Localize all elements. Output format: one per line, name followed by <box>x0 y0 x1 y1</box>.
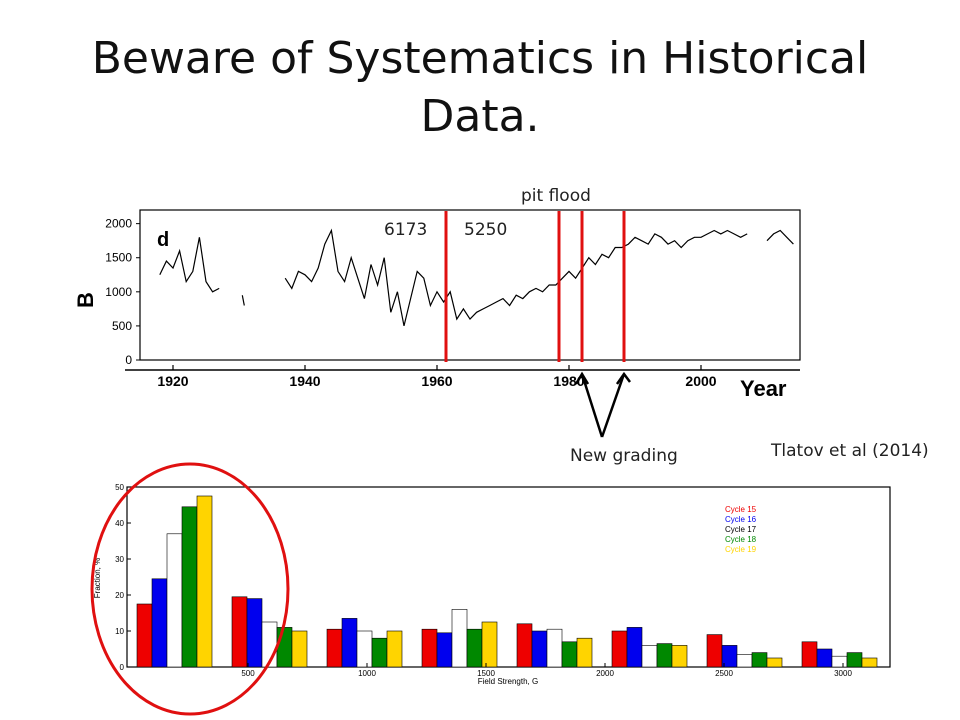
bar-cycle-18 <box>276 627 293 668</box>
bar-cycle-16 <box>341 618 358 668</box>
top-y-tick-label: 1000 <box>105 285 132 299</box>
bar-cycle-16 <box>816 648 833 668</box>
bar-cycle-19 <box>576 637 593 668</box>
bar-cycle-16 <box>436 632 453 668</box>
bottom-y-tick-label: 0 <box>120 663 125 672</box>
bar-cycle-15 <box>326 628 343 668</box>
top-y-tick-label: 500 <box>112 319 132 333</box>
bar-cycle-19 <box>291 630 308 668</box>
bar-cycle-15 <box>136 603 153 668</box>
bottom-y-tick-label: 20 <box>115 591 124 600</box>
bottom-x-tick-label: 2500 <box>715 669 733 678</box>
bar-cycle-15 <box>801 641 818 668</box>
panel-letter: d <box>157 229 169 251</box>
legend-entry: Cycle 18 <box>725 535 757 544</box>
bar-cycle-18 <box>466 628 483 668</box>
bottom-y-axis-label: Fraction, % <box>93 558 102 598</box>
bar-cycle-19 <box>671 645 688 668</box>
bar-cycle-17 <box>736 654 753 668</box>
bar-cycle-18 <box>561 641 578 668</box>
top-x-tick-label: 1920 <box>157 373 188 389</box>
bar-cycle-18 <box>846 652 863 668</box>
bar-cycle-15 <box>706 634 723 668</box>
legend-entry: Cycle 17 <box>725 525 757 534</box>
bar-cycle-19 <box>196 495 213 668</box>
field-strength-series <box>766 229 794 245</box>
bar-cycle-15 <box>231 596 248 668</box>
bar-cycle-18 <box>656 643 673 668</box>
top-y-tick-label: 1500 <box>105 251 132 265</box>
bar-cycle-17 <box>166 533 183 668</box>
field-strength-series <box>159 237 220 293</box>
top-x-tick-label: 1940 <box>289 373 320 389</box>
bar-cycle-15 <box>611 630 628 668</box>
bar-cycle-17 <box>356 630 373 668</box>
bar-cycle-16 <box>531 630 548 668</box>
bar-cycle-17 <box>641 645 658 668</box>
bottom-x-tick-label: 1500 <box>477 669 495 678</box>
legend-entry: Cycle 19 <box>725 545 757 554</box>
slide-title-line1: Beware of Systematics in Historical <box>91 33 869 84</box>
bar-cycle-18 <box>751 652 768 668</box>
bar-cycle-19 <box>861 657 878 668</box>
bottom-x-tick-label: 2000 <box>596 669 614 678</box>
top-x-axis-label: Year <box>740 376 787 401</box>
bar-cycle-17 <box>831 655 848 668</box>
bar-cycle-15 <box>421 628 438 668</box>
top-x-tick-label: 2000 <box>685 373 716 389</box>
bar-cycle-19 <box>386 630 403 668</box>
bottom-y-tick-label: 50 <box>115 483 124 492</box>
new-grading-label: New grading <box>570 446 678 466</box>
bottom-x-tick-label: 500 <box>241 669 255 678</box>
new-grading-arrow <box>580 373 604 438</box>
top-chart-frame <box>139 209 801 361</box>
field-strength-series <box>241 295 245 306</box>
bar-cycle-16 <box>151 578 168 668</box>
bar-cycle-19 <box>481 621 498 668</box>
top-x-tick-label: 1960 <box>421 373 452 389</box>
label-5250: 5250 <box>464 220 508 240</box>
bottom-y-tick-label: 30 <box>115 555 124 564</box>
bar-cycle-18 <box>181 506 198 668</box>
pit-flood-label: pit flood <box>521 186 591 206</box>
highlight-circle <box>90 462 290 716</box>
field-strength-series <box>284 228 748 327</box>
top-y-axis-label: B <box>73 292 98 308</box>
bar-cycle-16 <box>246 598 263 668</box>
bottom-x-tick-label: 3000 <box>834 669 852 678</box>
arrow-head <box>615 371 631 385</box>
label-6173: 6173 <box>384 220 428 240</box>
bottom-y-tick-label: 10 <box>115 627 124 636</box>
citation-label: Tlatov et al (2014) <box>771 441 929 461</box>
bar-cycle-18 <box>371 637 388 668</box>
bar-cycle-17 <box>451 609 468 668</box>
bottom-x-tick-label: 1000 <box>358 669 376 678</box>
top-y-tick-label: 2000 <box>105 217 132 231</box>
slide-title: Beware of Systematics in Historical Data… <box>0 30 960 146</box>
top-y-tick-label: 0 <box>125 353 132 367</box>
bar-cycle-15 <box>516 623 533 668</box>
bar-cycle-19 <box>766 657 783 668</box>
legend-entry: Cycle 16 <box>725 515 757 524</box>
arrow-head <box>574 371 590 385</box>
bottom-x-axis-label: Field Strength, G <box>478 677 538 686</box>
legend-entry: Cycle 15 <box>725 505 757 514</box>
slide-title-line2: Data. <box>420 91 540 142</box>
bar-cycle-17 <box>546 628 563 668</box>
new-grading-arrow <box>600 373 626 438</box>
bottom-chart-frame <box>126 486 891 668</box>
top-x-tick-label: 1980 <box>553 373 584 389</box>
bar-cycle-16 <box>626 627 643 668</box>
bottom-y-tick-label: 40 <box>115 519 124 528</box>
